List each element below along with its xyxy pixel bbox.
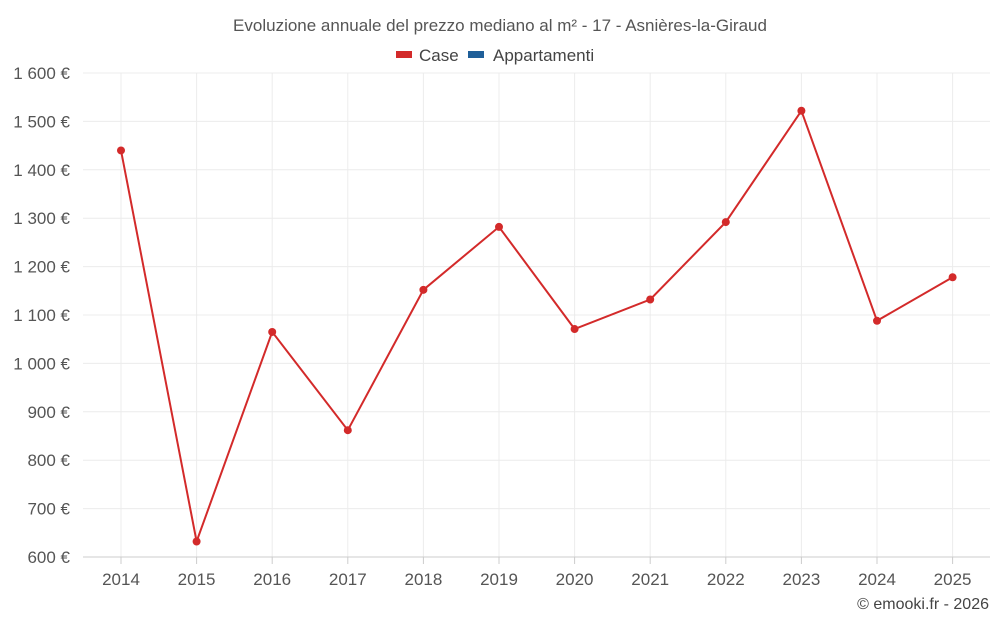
series-points-case [117,106,957,546]
x-tick-label: 2019 [480,570,518,589]
data-point-case-2022[interactable] [721,218,730,227]
x-tick-label: 2016 [253,570,291,589]
y-axis-ticks: 600 € 700 € 800 € 900 € 1 000 € 1 100 € 1 200 … [13,64,70,567]
y-tick-label: 600 € [27,548,70,567]
x-tick-label: 2024 [858,570,896,589]
x-tick-label: 2022 [707,570,745,589]
legend-item-appartamenti[interactable]: Appartamenti [468,46,594,65]
data-point-case-2021[interactable] [646,295,655,304]
data-point-case-2019[interactable] [495,222,503,231]
legend: Case Appartamenti [396,46,594,65]
data-point-case-2014[interactable] [117,146,125,155]
legend-label-appartamenti: Appartamenti [493,46,594,65]
credit-text: © emooki.fr - 2026 [857,596,989,613]
y-tick-label: 1 600 € [13,64,70,83]
series-line-case [120,108,954,546]
x-tick-label: 2018 [404,570,442,589]
x-tick-label: 2017 [329,570,367,589]
data-point-case-2018[interactable] [419,285,428,294]
x-tick-label: 2020 [556,570,594,589]
data-point-case-2016[interactable] [268,327,277,336]
y-tick-label: 1 500 € [13,112,70,131]
y-tick-label: 900 € [27,403,70,422]
data-point-case-2024[interactable] [873,316,881,325]
chart-title: Evoluzione annuale del prezzo mediano al… [233,16,767,35]
legend-swatch-appartamenti [468,51,484,58]
y-tick-label: 1 400 € [13,161,70,180]
y-tick-label: 1 100 € [13,306,70,325]
legend-label-case: Case [419,46,459,65]
legend-swatch-case [396,51,412,58]
y-tick-label: 700 € [27,500,70,519]
x-tick-label: 2021 [631,570,669,589]
x-tick-label: 2015 [178,570,216,589]
data-point-case-2015[interactable] [192,537,201,546]
y-tick-label: 1 000 € [13,354,70,373]
x-axis-ticks: 2014 2015 2016 2017 2018 2019 2020 2021 2022 2023… [102,557,972,589]
data-point-case-2017[interactable] [343,426,352,435]
legend-item-case[interactable]: Case [396,46,459,65]
x-tick-label: 2025 [934,570,972,589]
y-tick-label: 1 200 € [13,258,70,277]
x-tick-label: 2023 [782,570,820,589]
y-gridlines [83,72,990,510]
data-point-case-2020[interactable] [570,325,579,334]
x-tick-label: 2014 [102,570,140,589]
data-point-case-2025[interactable] [948,273,957,282]
y-tick-label: 800 € [27,451,70,470]
data-point-case-2023[interactable] [797,106,806,115]
y-tick-label: 1 300 € [13,209,70,228]
